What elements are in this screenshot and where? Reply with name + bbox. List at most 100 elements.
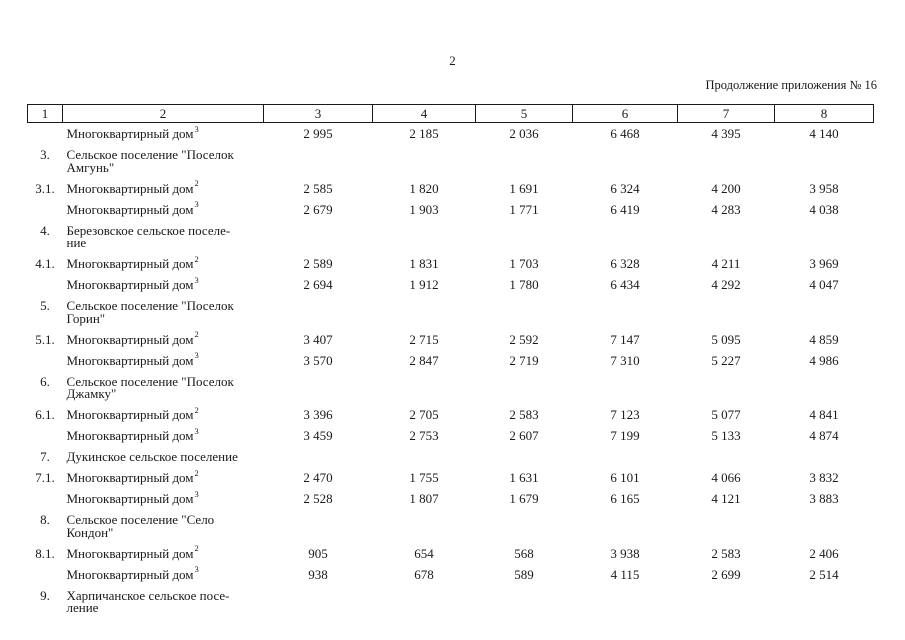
footnote-marker: 3 — [194, 350, 199, 361]
table-row: 4.1. Многоквартирный дом2 2 589 1 831 1 703 6… — [28, 253, 874, 279]
row-value: 2 679 — [303, 201, 333, 217]
row-value: 2 705 — [409, 407, 439, 422]
row-value — [573, 149, 678, 183]
row-value: 1 780 — [509, 277, 539, 292]
row-value: 2 036 — [509, 126, 539, 141]
row-value — [678, 300, 775, 334]
row-value: 2 406 — [809, 545, 839, 561]
row-value: 6 434 — [610, 277, 640, 292]
row-value: 2 583 — [711, 545, 741, 561]
table-row: 3. Сельское поселение "Поселок Амгунь" — [28, 147, 874, 183]
row-value — [373, 451, 476, 472]
footnote-marker: 2 — [194, 329, 199, 340]
row-value — [373, 376, 476, 410]
row-value: 2 585 — [303, 180, 333, 196]
row-value: 2 607 — [509, 428, 539, 443]
row-value: 2 583 — [509, 407, 539, 422]
table-row: 9. Харпичанское сельское посе-ление — [28, 587, 874, 624]
row-value: 3 570 — [303, 352, 333, 368]
row-label: Сельское поселение "Село Кондон" — [66, 512, 215, 540]
row-value: 1 912 — [409, 277, 439, 292]
table-row: 5.1. Многоквартирный дом2 3 407 2 715 2 592 7… — [28, 330, 874, 355]
row-label: Многоквартирный дом2 — [66, 178, 199, 196]
footnote-marker: 3 — [194, 274, 199, 285]
row-value: 2 185 — [409, 126, 439, 141]
row-value — [264, 149, 373, 183]
row-value: 938 — [308, 566, 328, 582]
row-value: 905 — [308, 545, 328, 561]
row-value: 3 969 — [809, 256, 839, 271]
row-number: 8.1. — [35, 545, 55, 561]
row-value: 4 283 — [711, 201, 741, 217]
row-value — [373, 590, 476, 624]
row-value — [678, 451, 775, 472]
table-body: Многоквартирный дом3 2 995 2 185 2 036 6 468… — [28, 123, 874, 624]
row-value — [264, 590, 373, 624]
row-value: 568 — [514, 545, 534, 561]
row-label: Харпичанское сельское посе-ление — [66, 587, 230, 615]
row-value: 7 147 — [610, 331, 640, 347]
row-label: Многоквартирный дом3 — [66, 564, 199, 582]
row-value: 4 874 — [809, 428, 839, 443]
footnote-marker: 3 — [194, 488, 199, 499]
row-label: Многоквартирный дом3 — [66, 274, 199, 292]
appendix-continuation-note: Продолжение приложения № 16 — [705, 78, 877, 92]
table-row: 6.1. Многоквартирный дом2 3 396 2 705 2 583 7… — [28, 405, 874, 430]
row-value — [775, 376, 874, 410]
row-value: 6 324 — [610, 180, 640, 196]
row-value: 654 — [414, 545, 434, 561]
row-value — [476, 376, 573, 410]
footnote-marker: 3 — [194, 123, 199, 134]
row-number: 5. — [40, 298, 50, 313]
row-value: 6 101 — [610, 470, 640, 485]
row-value — [373, 514, 476, 548]
row-value: 4 395 — [711, 126, 741, 141]
row-label: Сельское поселение "Поселок Амгунь" — [66, 147, 234, 175]
row-value — [775, 451, 874, 472]
row-label: Многоквартирный дом2 — [66, 253, 199, 271]
footnote-marker: 3 — [194, 199, 199, 210]
row-value: 7 123 — [610, 407, 640, 422]
row-number: 4.1. — [35, 256, 55, 271]
row-number: 4. — [40, 222, 50, 238]
row-value — [476, 225, 573, 259]
row-value — [573, 451, 678, 472]
row-value — [678, 149, 775, 183]
table-row: Многоквартирный дом3 3 570 2 847 2 719 7 310… — [28, 351, 874, 376]
row-value: 2 470 — [303, 470, 333, 485]
row-value: 5 227 — [711, 352, 741, 368]
row-number: 3. — [40, 147, 50, 162]
row-value — [678, 376, 775, 410]
row-label: Многоквартирный дом3 — [66, 425, 199, 443]
table-row: Многоквартирный дом3 938 678 589 4 115 2 699 2… — [28, 564, 874, 590]
row-value: 5 077 — [711, 407, 741, 422]
row-number — [28, 569, 63, 590]
row-label: Березовское сельское поселе-ние — [66, 222, 231, 250]
row-value: 1 820 — [409, 180, 439, 196]
row-value: 1 807 — [409, 491, 439, 506]
header-cell: 1 — [27, 104, 63, 123]
row-value — [264, 225, 373, 259]
row-value: 4 140 — [809, 126, 839, 141]
row-value — [476, 590, 573, 624]
row-value: 7 310 — [610, 352, 640, 368]
row-number: 9. — [40, 587, 50, 603]
row-label: Многоквартирный дом3 — [66, 123, 199, 141]
table-row: 6. Сельское поселение "Поселок Джамку" — [28, 375, 874, 410]
row-value: 1 903 — [409, 201, 439, 217]
row-value: 4 200 — [711, 180, 741, 196]
row-value: 589 — [514, 566, 534, 582]
row-value: 5 095 — [711, 331, 741, 347]
footnote-marker: 2 — [194, 467, 199, 478]
header-cell: 5 — [475, 104, 573, 123]
table-row: 5. Сельское поселение "Поселок Горин" — [28, 298, 874, 334]
table-row: Многоквартирный дом3 2 995 2 185 2 036 6 468… — [28, 123, 874, 150]
row-value: 6 165 — [610, 491, 640, 506]
row-value — [476, 149, 573, 183]
row-value: 4 292 — [711, 277, 741, 292]
row-value: 4 066 — [711, 470, 741, 485]
row-value: 4 038 — [809, 201, 839, 217]
row-value: 1 703 — [509, 256, 539, 271]
row-value: 1 771 — [509, 201, 539, 217]
